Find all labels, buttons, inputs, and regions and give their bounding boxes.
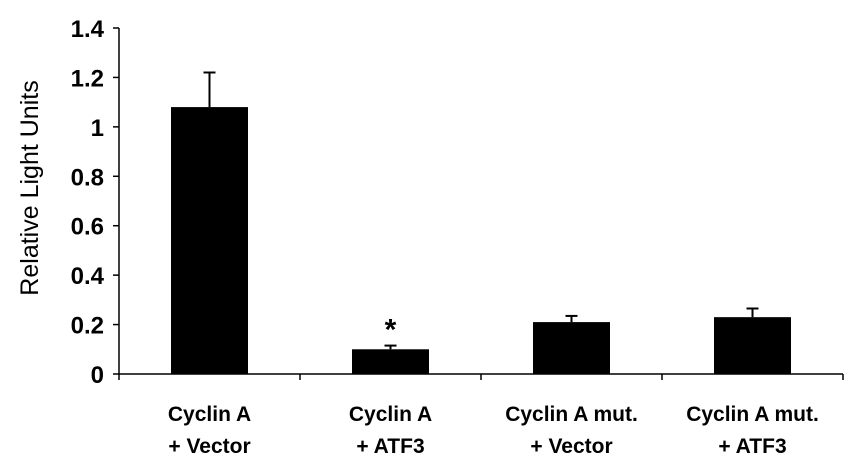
y-tick-label: 1 bbox=[91, 115, 104, 142]
bars bbox=[171, 107, 791, 374]
y-axis-title: Relative Light Units bbox=[16, 80, 44, 295]
y-tick-label: 0.8 bbox=[71, 164, 104, 191]
y-axis: 0 0.2 0.4 0.6 0.8 1 1.2 1.4 bbox=[71, 16, 120, 389]
bar bbox=[533, 322, 610, 374]
x-category-label: Cyclin A bbox=[168, 403, 251, 426]
bar bbox=[352, 349, 429, 374]
x-category-label: Cyclin A mut. bbox=[686, 403, 819, 426]
x-category-label: + ATF3 bbox=[356, 435, 424, 458]
bar bbox=[714, 317, 791, 374]
significance-marker: * bbox=[385, 314, 397, 347]
x-axis: Cyclin A + Vector Cyclin A + ATF3 Cyclin A m… bbox=[118, 373, 844, 458]
x-category-label: + Vector bbox=[530, 435, 612, 458]
x-category-label: Cyclin A bbox=[349, 403, 432, 426]
x-category-label: Cyclin A mut. bbox=[505, 403, 638, 426]
y-tick-label: 0 bbox=[91, 362, 104, 389]
y-tick-label: 0.2 bbox=[71, 313, 104, 340]
x-category-label: + Vector bbox=[168, 435, 250, 458]
y-tick-label: 0.4 bbox=[71, 263, 105, 290]
y-tick-label: 0.6 bbox=[71, 214, 104, 241]
annotations: * bbox=[385, 314, 397, 347]
y-tick-label: 1.4 bbox=[71, 16, 105, 43]
x-category-label: + ATF3 bbox=[718, 435, 786, 458]
bar bbox=[171, 107, 248, 374]
error-bars bbox=[203, 71, 759, 350]
y-tick-label: 1.2 bbox=[71, 65, 104, 92]
